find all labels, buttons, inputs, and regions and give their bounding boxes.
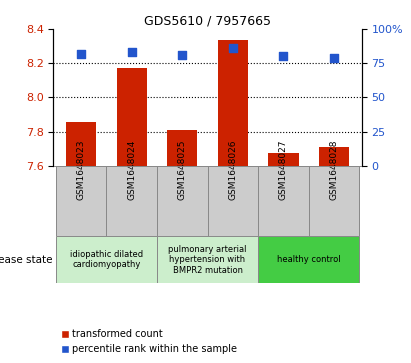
Bar	[157, 166, 208, 236]
Bar	[106, 166, 157, 236]
Bar	[319, 147, 349, 166]
Legend: transformed count, percentile rank within the sample: transformed count, percentile rank withi…	[58, 326, 241, 358]
Bar	[208, 166, 258, 236]
Bar	[268, 153, 298, 166]
Bar	[167, 130, 197, 166]
Point	[229, 45, 236, 51]
Point	[129, 49, 135, 55]
Bar	[218, 40, 248, 166]
Text: GSM1648028: GSM1648028	[329, 139, 338, 200]
Bar	[117, 68, 147, 166]
Text: pulmonary arterial
hypertension with
BMPR2 mutation: pulmonary arterial hypertension with BMP…	[169, 245, 247, 274]
Text: healthy control: healthy control	[277, 255, 340, 264]
Bar	[258, 236, 359, 283]
Title: GDS5610 / 7957665: GDS5610 / 7957665	[144, 15, 271, 28]
Bar	[309, 166, 359, 236]
Point	[78, 51, 85, 57]
Point	[280, 53, 286, 59]
Text: GSM1648027: GSM1648027	[279, 139, 288, 200]
Point	[179, 52, 186, 58]
Bar	[258, 166, 309, 236]
Text: idiopathic dilated
cardiomyopathy: idiopathic dilated cardiomyopathy	[70, 250, 143, 269]
Text: GSM1648025: GSM1648025	[178, 139, 187, 200]
Point	[330, 55, 337, 61]
Bar	[157, 236, 258, 283]
Text: GSM1648023: GSM1648023	[77, 139, 86, 200]
Text: disease state: disease state	[0, 255, 53, 265]
Bar	[66, 122, 97, 166]
Text: GSM1648026: GSM1648026	[229, 139, 237, 200]
Bar	[56, 236, 157, 283]
Text: GSM1648024: GSM1648024	[127, 139, 136, 200]
Bar	[56, 166, 106, 236]
